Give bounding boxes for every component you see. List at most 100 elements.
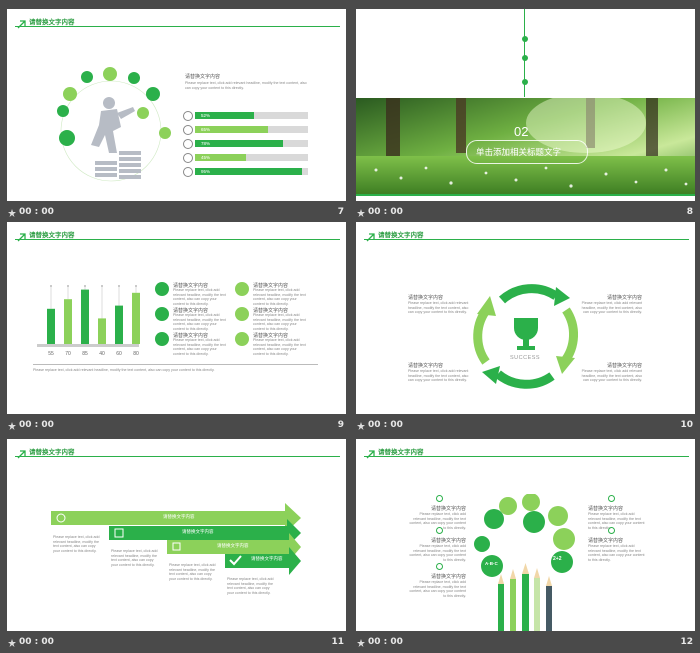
block-desc: Please replace text, click add relevant … bbox=[408, 369, 469, 383]
feature-title: 请替换文字内容 bbox=[173, 308, 209, 314]
tick-label: 40 bbox=[99, 351, 105, 357]
slide-footer: 00 : 00 11 bbox=[7, 635, 346, 651]
bar-guide-dot bbox=[101, 285, 103, 287]
slide-title: 请替换文字内容 bbox=[29, 19, 75, 26]
tick-label: 80 bbox=[133, 351, 139, 357]
slide-title: 请替换文字内容 bbox=[378, 449, 424, 456]
bar-guide-dot bbox=[135, 285, 137, 287]
slide-title: 请替换文字内容 bbox=[378, 232, 424, 239]
slide-timing: 00 : 00 bbox=[368, 420, 403, 430]
math-icon bbox=[551, 551, 573, 573]
slide-thumbnail-10[interactable]: 请替换文字内容 SUCCESS 请替换文字内容 Please repl bbox=[356, 222, 695, 436]
slide-timing: 00 : 00 bbox=[368, 207, 403, 217]
progress-fill: 45% bbox=[195, 154, 246, 161]
computer-icon bbox=[523, 511, 545, 533]
slide-canvas: 请替换文字内容 SUCCESS 请替换文字内容 Please repl bbox=[356, 222, 695, 414]
tick-label: 70 bbox=[65, 351, 71, 357]
bar bbox=[64, 299, 72, 344]
block-desc: Please replace text, click add relevant … bbox=[408, 301, 469, 315]
slide-canvas: 请替换文字内容 请替换文字内容 请替换文字内容 请替换文字内容 请替换文字内容 … bbox=[7, 439, 346, 631]
slide-thumbnail-8[interactable]: 02 单击添加相关标题文字 00 : 00 8 bbox=[356, 9, 695, 223]
slide-number: 7 bbox=[337, 207, 344, 217]
location-icon bbox=[155, 332, 169, 346]
step-label: 请替换文字内容 bbox=[163, 514, 195, 519]
feature-title: 请替换文字内容 bbox=[253, 283, 289, 289]
trophy-icon bbox=[514, 318, 538, 350]
block-title: 请替换文字内容 bbox=[588, 538, 624, 544]
block-desc: Please replace text, click add relevant … bbox=[588, 512, 645, 530]
block-desc: Please replace text, click add relevant … bbox=[409, 580, 466, 598]
step-label: 请替换文字内容 bbox=[182, 529, 214, 534]
stack-icon bbox=[183, 139, 193, 149]
slide-number: 12 bbox=[680, 637, 693, 647]
block-desc: Please replace text, click add relevant … bbox=[588, 544, 645, 562]
feature-desc: Please replace text, click add relevant … bbox=[173, 338, 226, 356]
transition-icon bbox=[8, 422, 16, 430]
copy-icon bbox=[172, 542, 181, 551]
cup-icon bbox=[59, 130, 75, 146]
star-icon bbox=[499, 497, 517, 515]
slide-number: 10 bbox=[680, 420, 693, 430]
ribbon-icon bbox=[484, 509, 504, 529]
slide-title: 请替换文字内容 bbox=[29, 232, 75, 239]
slide-footer: 00 : 00 9 bbox=[7, 418, 346, 434]
timeline-dot bbox=[521, 36, 528, 42]
bar-guide-dot bbox=[50, 285, 52, 287]
step-desc: Please replace text, click add relevant … bbox=[53, 535, 100, 553]
header-divider bbox=[15, 239, 340, 240]
feature-desc: Please replace text, click add relevant … bbox=[253, 288, 306, 306]
feature-title: 请替换文字内容 bbox=[173, 283, 209, 289]
flask-icon bbox=[553, 528, 575, 550]
bullet-dot bbox=[436, 563, 443, 570]
phone-icon bbox=[155, 282, 169, 296]
slide-thumbnail-9[interactable]: 请替换文字内容 55 70 85 40 60 80 请替换文字内容 Please repla… bbox=[7, 222, 346, 436]
feature-title: 请替换文字内容 bbox=[253, 308, 289, 314]
slide-canvas: 请替换文字内容 请替换文字 bbox=[7, 9, 346, 201]
progress-percent: 65% bbox=[201, 127, 211, 132]
progress-fill: 52% bbox=[195, 112, 254, 119]
arrow-icon bbox=[17, 229, 27, 242]
section-title: 单击添加相关标题文字 bbox=[476, 147, 562, 157]
recycle-icon bbox=[103, 67, 117, 81]
section-title-frame bbox=[466, 140, 588, 164]
x-axis bbox=[37, 344, 139, 347]
bullet-dot bbox=[436, 495, 443, 502]
feature-desc: Please replace text, click add relevant … bbox=[173, 313, 226, 331]
dollar-icon bbox=[183, 125, 193, 135]
divider bbox=[33, 364, 318, 365]
progress-fill: 78% bbox=[195, 140, 284, 147]
block-desc: Please replace text, click add relevant … bbox=[581, 369, 642, 383]
bullet-dot bbox=[608, 495, 615, 502]
forest-photo bbox=[356, 98, 695, 195]
plant-icon bbox=[57, 105, 69, 117]
database-icon bbox=[183, 153, 193, 163]
block-title: 请替换文字内容 bbox=[430, 506, 466, 512]
feature-title: 请替换文字内容 bbox=[253, 333, 289, 339]
tick-label: 60 bbox=[116, 351, 122, 357]
slide-thumbnail-12[interactable]: 请替换文字内容 2+2 A·B·C bbox=[356, 439, 695, 653]
header-divider bbox=[364, 239, 689, 240]
mail-icon bbox=[159, 127, 171, 139]
bar bbox=[132, 292, 140, 344]
slide-thumbnail-7[interactable]: 请替换文字内容 请替换文字 bbox=[7, 9, 346, 223]
step-arrows bbox=[51, 503, 301, 575]
block-title: 请替换文字内容 bbox=[408, 295, 444, 301]
slide-footer: 00 : 00 10 bbox=[356, 418, 695, 434]
slide-thumbnail-11[interactable]: 请替换文字内容 请替换文字内容 请替换文字内容 请替换文字内容 请替换文字内容 … bbox=[7, 439, 346, 653]
climbing-man-illustration bbox=[57, 67, 171, 182]
bar bbox=[47, 308, 55, 344]
progress-percent: 52% bbox=[201, 113, 211, 118]
arrow-icon bbox=[17, 446, 27, 459]
tree-icon bbox=[128, 72, 140, 84]
slide-canvas: 请替换文字内容 55 70 85 40 60 80 请替换文字内容 Please repla… bbox=[7, 222, 346, 414]
placeholder-title: 请替换文字内容 bbox=[185, 74, 221, 80]
step-label: 请替换文字内容 bbox=[251, 556, 283, 561]
edit-icon bbox=[114, 528, 124, 538]
math-label: 2+2 bbox=[553, 556, 562, 562]
block-desc: Please replace text, click add relevant … bbox=[409, 544, 466, 562]
bar-guide-dot bbox=[118, 285, 120, 287]
feature-desc: Please replace text, click add relevant … bbox=[253, 338, 306, 356]
progress-track: 95% bbox=[195, 168, 308, 175]
progress-percent: 78% bbox=[201, 141, 211, 146]
block-title: 请替换文字内容 bbox=[430, 574, 466, 580]
